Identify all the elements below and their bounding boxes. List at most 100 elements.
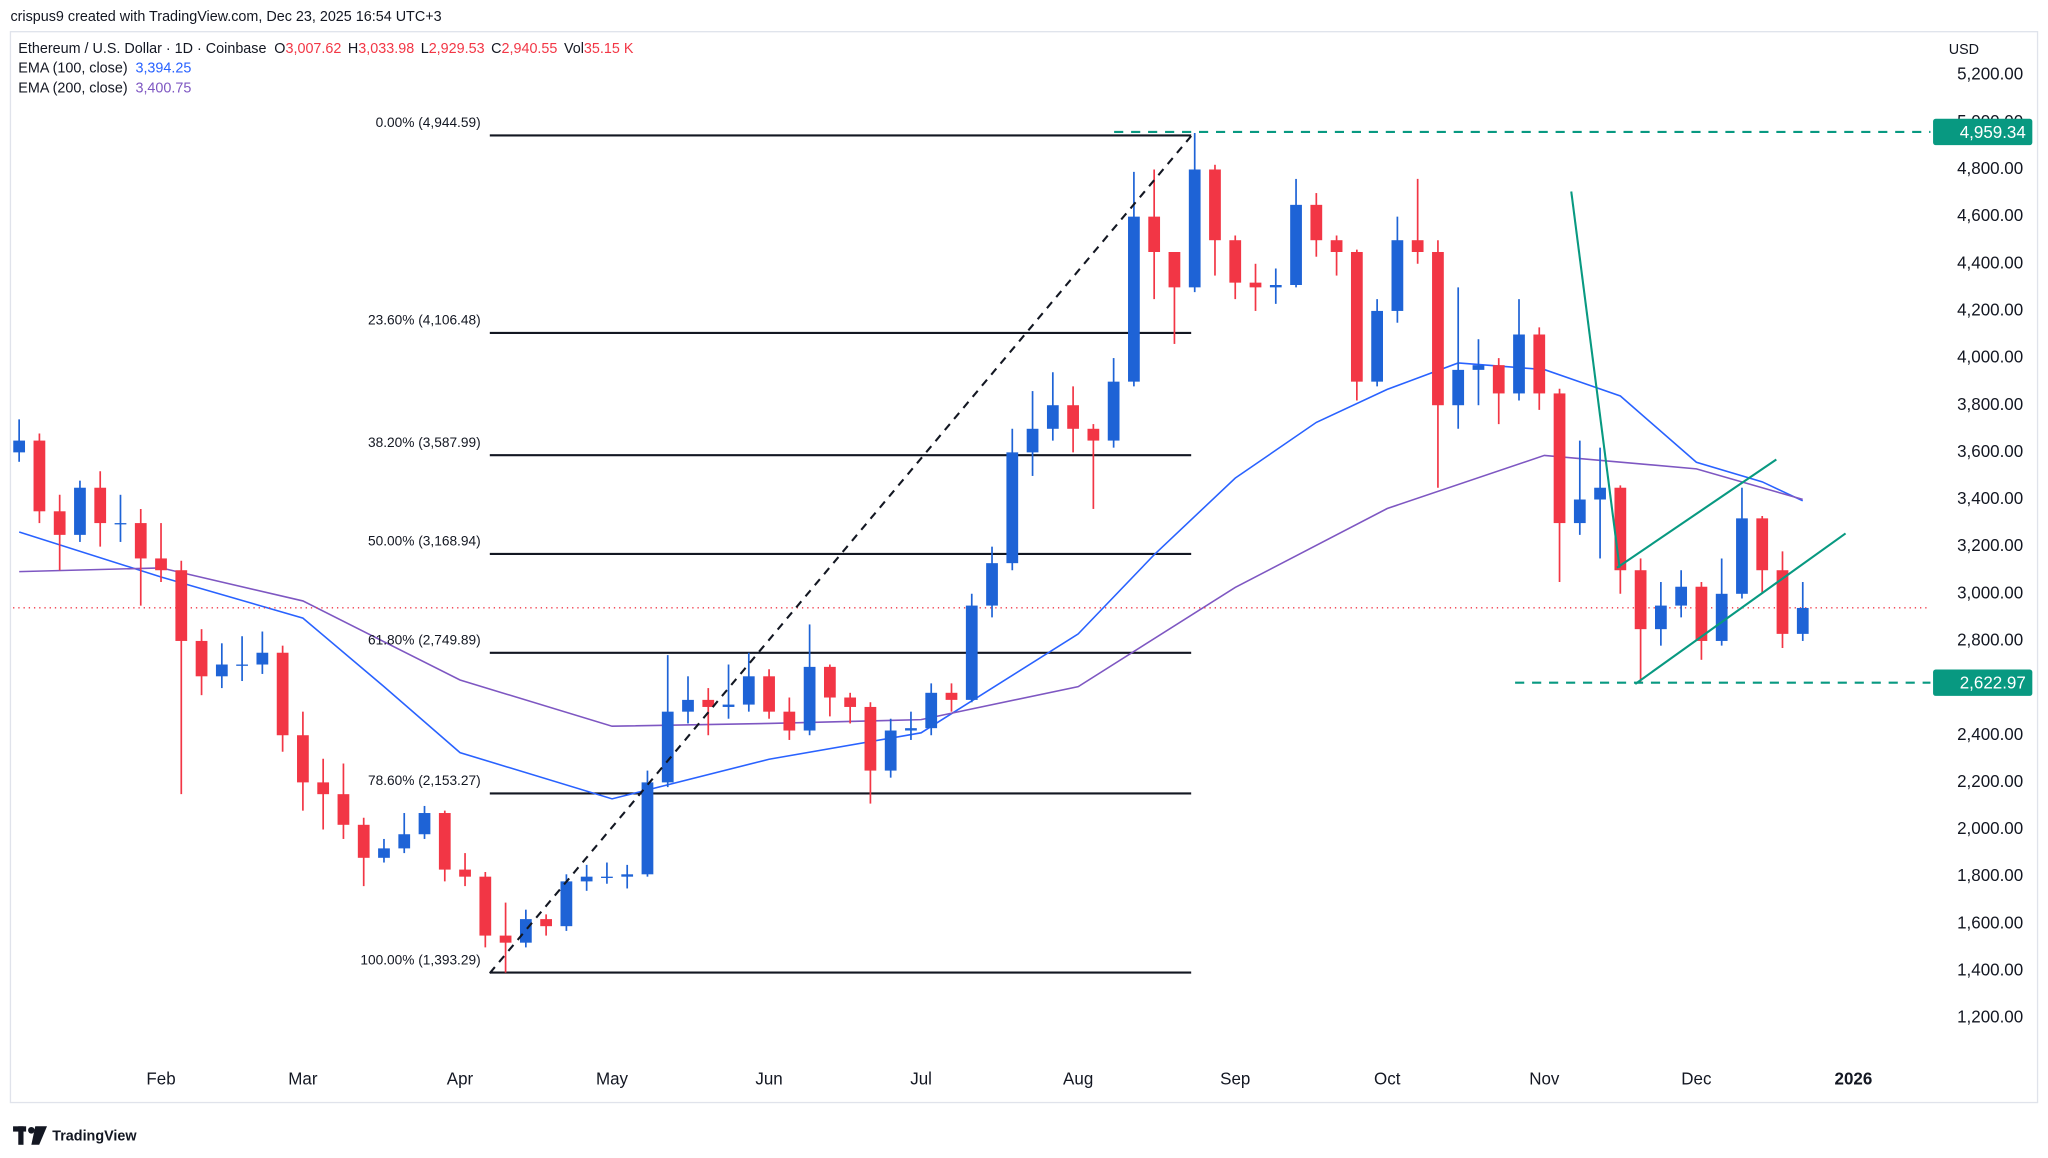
x-tick-label: Jun (755, 1070, 782, 1089)
candle-body (1188, 169, 1201, 288)
candle-body (175, 570, 188, 641)
candle-body (499, 935, 512, 943)
candle-body (1067, 405, 1079, 429)
y-tick-label: 5,200.00 (1957, 65, 2023, 84)
candle-body (1330, 240, 1343, 252)
candle-body (1796, 607, 1809, 634)
chart-frame (9, 31, 2039, 1104)
x-tick-label: Nov (1529, 1070, 1560, 1089)
candle-body (1046, 405, 1059, 429)
level-label: 2,622.97 (1960, 673, 2026, 692)
candle-body (682, 699, 694, 712)
candle-body (722, 704, 735, 707)
ema-line (19, 454, 1803, 728)
candle-body (1655, 605, 1667, 630)
candle-body (580, 876, 593, 882)
fib-label: 61.80% (2,749.89) (368, 632, 481, 647)
candle-body (1350, 251, 1363, 382)
candle-body (1087, 428, 1100, 441)
y-tick-label: 3,200.00 (1957, 536, 2023, 555)
candle-body (1675, 586, 1688, 606)
ohlc-value: 3,007.62 (285, 41, 341, 57)
y-tick-label: 3,600.00 (1957, 442, 2023, 461)
candle-body (33, 440, 46, 512)
y-tick-label: 4,000.00 (1957, 348, 2023, 367)
ohlc-key: H (348, 41, 358, 57)
y-tick-label: 4,400.00 (1957, 253, 2023, 272)
candle-body (1209, 169, 1221, 241)
ohlc-key: C (491, 41, 501, 57)
candle-body (1411, 240, 1424, 252)
x-tick-label: Dec (1681, 1070, 1712, 1089)
candle-body (438, 813, 451, 870)
candle-body (297, 735, 309, 783)
y-tick-label: 2,400.00 (1957, 725, 2023, 744)
attribution: crispus9 created with TradingView.com, D… (10, 9, 441, 25)
candle-body (1715, 593, 1728, 641)
logo-mark (31, 1126, 48, 1145)
candle-body (864, 706, 877, 771)
candle-body (1695, 586, 1708, 641)
candle-body (1229, 240, 1242, 283)
level-box (1933, 669, 2033, 696)
candle-body (317, 782, 330, 795)
channel-line (1634, 532, 1847, 685)
candle-body (1148, 216, 1161, 252)
candle-body (1026, 428, 1039, 453)
candle-body (357, 824, 370, 858)
candle-body (965, 605, 978, 700)
fib-label: 38.20% (3,587.99) (368, 435, 481, 450)
candle-body (560, 881, 573, 927)
candle-body (398, 834, 411, 849)
candle-body (459, 869, 471, 877)
candle-body (53, 511, 66, 535)
candle-body (74, 487, 86, 535)
candle-body (1290, 204, 1302, 286)
candle-body (337, 794, 350, 825)
candle-body (1432, 251, 1444, 406)
candle-body (742, 676, 755, 705)
candle-body (945, 692, 958, 700)
trend-line (1570, 191, 1621, 568)
ohlc-key: O (274, 41, 285, 57)
candle-body (601, 876, 613, 878)
candle-body (1573, 499, 1586, 524)
candle-body (1594, 487, 1606, 500)
candle-body (1107, 381, 1120, 441)
fib-label: 23.60% (4,106.48) (368, 313, 481, 328)
ema-value: 3,400.75 (135, 80, 191, 96)
candle-body (479, 876, 492, 936)
candle-body (783, 711, 796, 731)
candle-body (236, 664, 248, 666)
ohlc-value: 3,033.98 (358, 41, 414, 57)
candle-body (1249, 282, 1262, 288)
candle-body (134, 523, 147, 559)
candle-body (1492, 365, 1505, 394)
candle-body (1776, 570, 1789, 634)
candle-body (1472, 365, 1485, 370)
logo: TradingView (13, 1126, 137, 1145)
candle-body (1006, 452, 1019, 564)
candle-body (1128, 216, 1140, 382)
fib-label: 78.60% (2,153.27) (368, 773, 481, 788)
candle-body (94, 487, 107, 524)
candle-body (1736, 518, 1748, 594)
x-tick-label: Oct (1374, 1070, 1401, 1089)
candle-body (1310, 204, 1323, 241)
candle-body (1452, 369, 1465, 406)
brand: TradingView (52, 1129, 137, 1145)
y-tick-label: 1,800.00 (1957, 866, 2023, 885)
level-label: 4,959.34 (1960, 123, 2026, 142)
x-tick-label: Mar (288, 1070, 318, 1089)
y-tick-label: 3,000.00 (1957, 583, 2023, 602)
candle-body (1553, 393, 1566, 524)
candle-body (1513, 334, 1525, 394)
candle-body (418, 813, 431, 835)
x-tick-label: Jul (910, 1070, 932, 1089)
candle-body (763, 676, 775, 712)
candle-body (1756, 518, 1769, 571)
candle-body (540, 919, 552, 927)
ohlc-key: L (421, 41, 429, 57)
